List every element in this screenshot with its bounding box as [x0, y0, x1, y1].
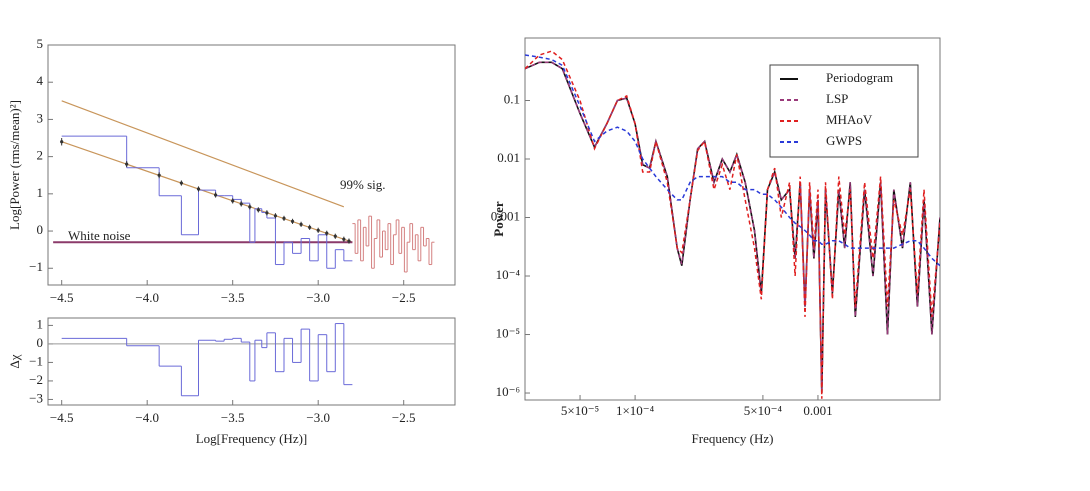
- x-tick-label: −4.5: [50, 290, 74, 305]
- y-tick-label: 2: [37, 148, 44, 163]
- data-point: [265, 211, 269, 215]
- x-axis-label: Frequency (Hz): [692, 431, 774, 446]
- data-point: [347, 239, 351, 243]
- y-tick-label: 10⁻⁵: [496, 326, 520, 341]
- x-tick-label: 5×10⁻⁵: [561, 403, 599, 418]
- annotation: 99% sig.: [340, 177, 386, 192]
- annotation: White noise: [68, 228, 131, 243]
- y-axis-label: Power: [491, 201, 506, 237]
- y-axis-label: Log[Power (rms/mean)²]: [7, 100, 22, 230]
- data-point: [196, 187, 201, 191]
- x-tick-label: −3.0: [306, 290, 330, 305]
- y-tick-label: 0.1: [504, 91, 520, 106]
- legend-label: Periodogram: [826, 70, 893, 85]
- data-point: [282, 216, 286, 220]
- x-tick-label: −4.0: [135, 290, 159, 305]
- series-line: [525, 54, 940, 267]
- y-tick-label: 10⁻⁴: [496, 267, 521, 282]
- y-axis-label: Δχ: [7, 354, 22, 368]
- data-point: [157, 173, 161, 177]
- data-point: [125, 162, 129, 166]
- x-tick-label: −2.5: [392, 290, 416, 305]
- x-tick-label: −4.0: [135, 410, 159, 425]
- x-tick-label: −3.5: [221, 410, 245, 425]
- data-point: [60, 140, 64, 144]
- y-tick-label: 1: [37, 185, 44, 200]
- x-tick-label: 5×10⁻⁴: [744, 403, 783, 418]
- x-tick-label: −2.5: [392, 410, 416, 425]
- y-tick-label: 1: [37, 316, 44, 331]
- y-tick-label: 0.01: [497, 150, 520, 165]
- data-point: [333, 234, 337, 238]
- plot-frame: [47, 44, 456, 286]
- y-tick-label: 4: [37, 73, 44, 88]
- y-tick-label: 5: [37, 36, 44, 51]
- reference-line: [61, 141, 353, 243]
- data-point: [239, 202, 243, 206]
- y-tick-label: −2: [29, 372, 43, 387]
- data-point: [273, 214, 278, 218]
- y-tick-label: −1: [29, 259, 43, 274]
- data-point: [342, 237, 346, 241]
- legend-label: LSP: [826, 91, 848, 106]
- data-point: [290, 219, 295, 223]
- data-point: [231, 199, 235, 203]
- data-point: [299, 222, 303, 226]
- x-tick-label: 0.001: [803, 403, 832, 418]
- plot-frame: [47, 317, 456, 406]
- y-tick-label: 0: [37, 335, 44, 350]
- y-tick-label: −1: [29, 353, 43, 368]
- y-tick-label: 10⁻⁶: [496, 384, 520, 399]
- data-point: [248, 205, 252, 209]
- x-tick-label: 1×10⁻⁴: [616, 403, 655, 418]
- reference-line: [61, 100, 345, 208]
- y-tick-label: 0: [37, 222, 44, 237]
- y-tick-label: 0.001: [491, 208, 520, 223]
- x-tick-label: −3.5: [221, 290, 245, 305]
- data-point: [308, 225, 312, 229]
- data-point: [316, 228, 320, 232]
- x-axis-label: Log[Frequency (Hz)]: [196, 431, 308, 446]
- legend-label: MHAoV: [826, 112, 873, 127]
- data-point: [256, 208, 260, 212]
- legend-label: GWPS: [826, 133, 862, 148]
- data-point: [179, 181, 183, 185]
- x-tick-label: −3.0: [306, 410, 330, 425]
- data-point: [325, 231, 329, 235]
- x-tick-label: −4.5: [50, 410, 74, 425]
- y-tick-label: 3: [37, 110, 44, 125]
- data-point: [213, 193, 218, 197]
- y-tick-label: −3: [29, 390, 43, 405]
